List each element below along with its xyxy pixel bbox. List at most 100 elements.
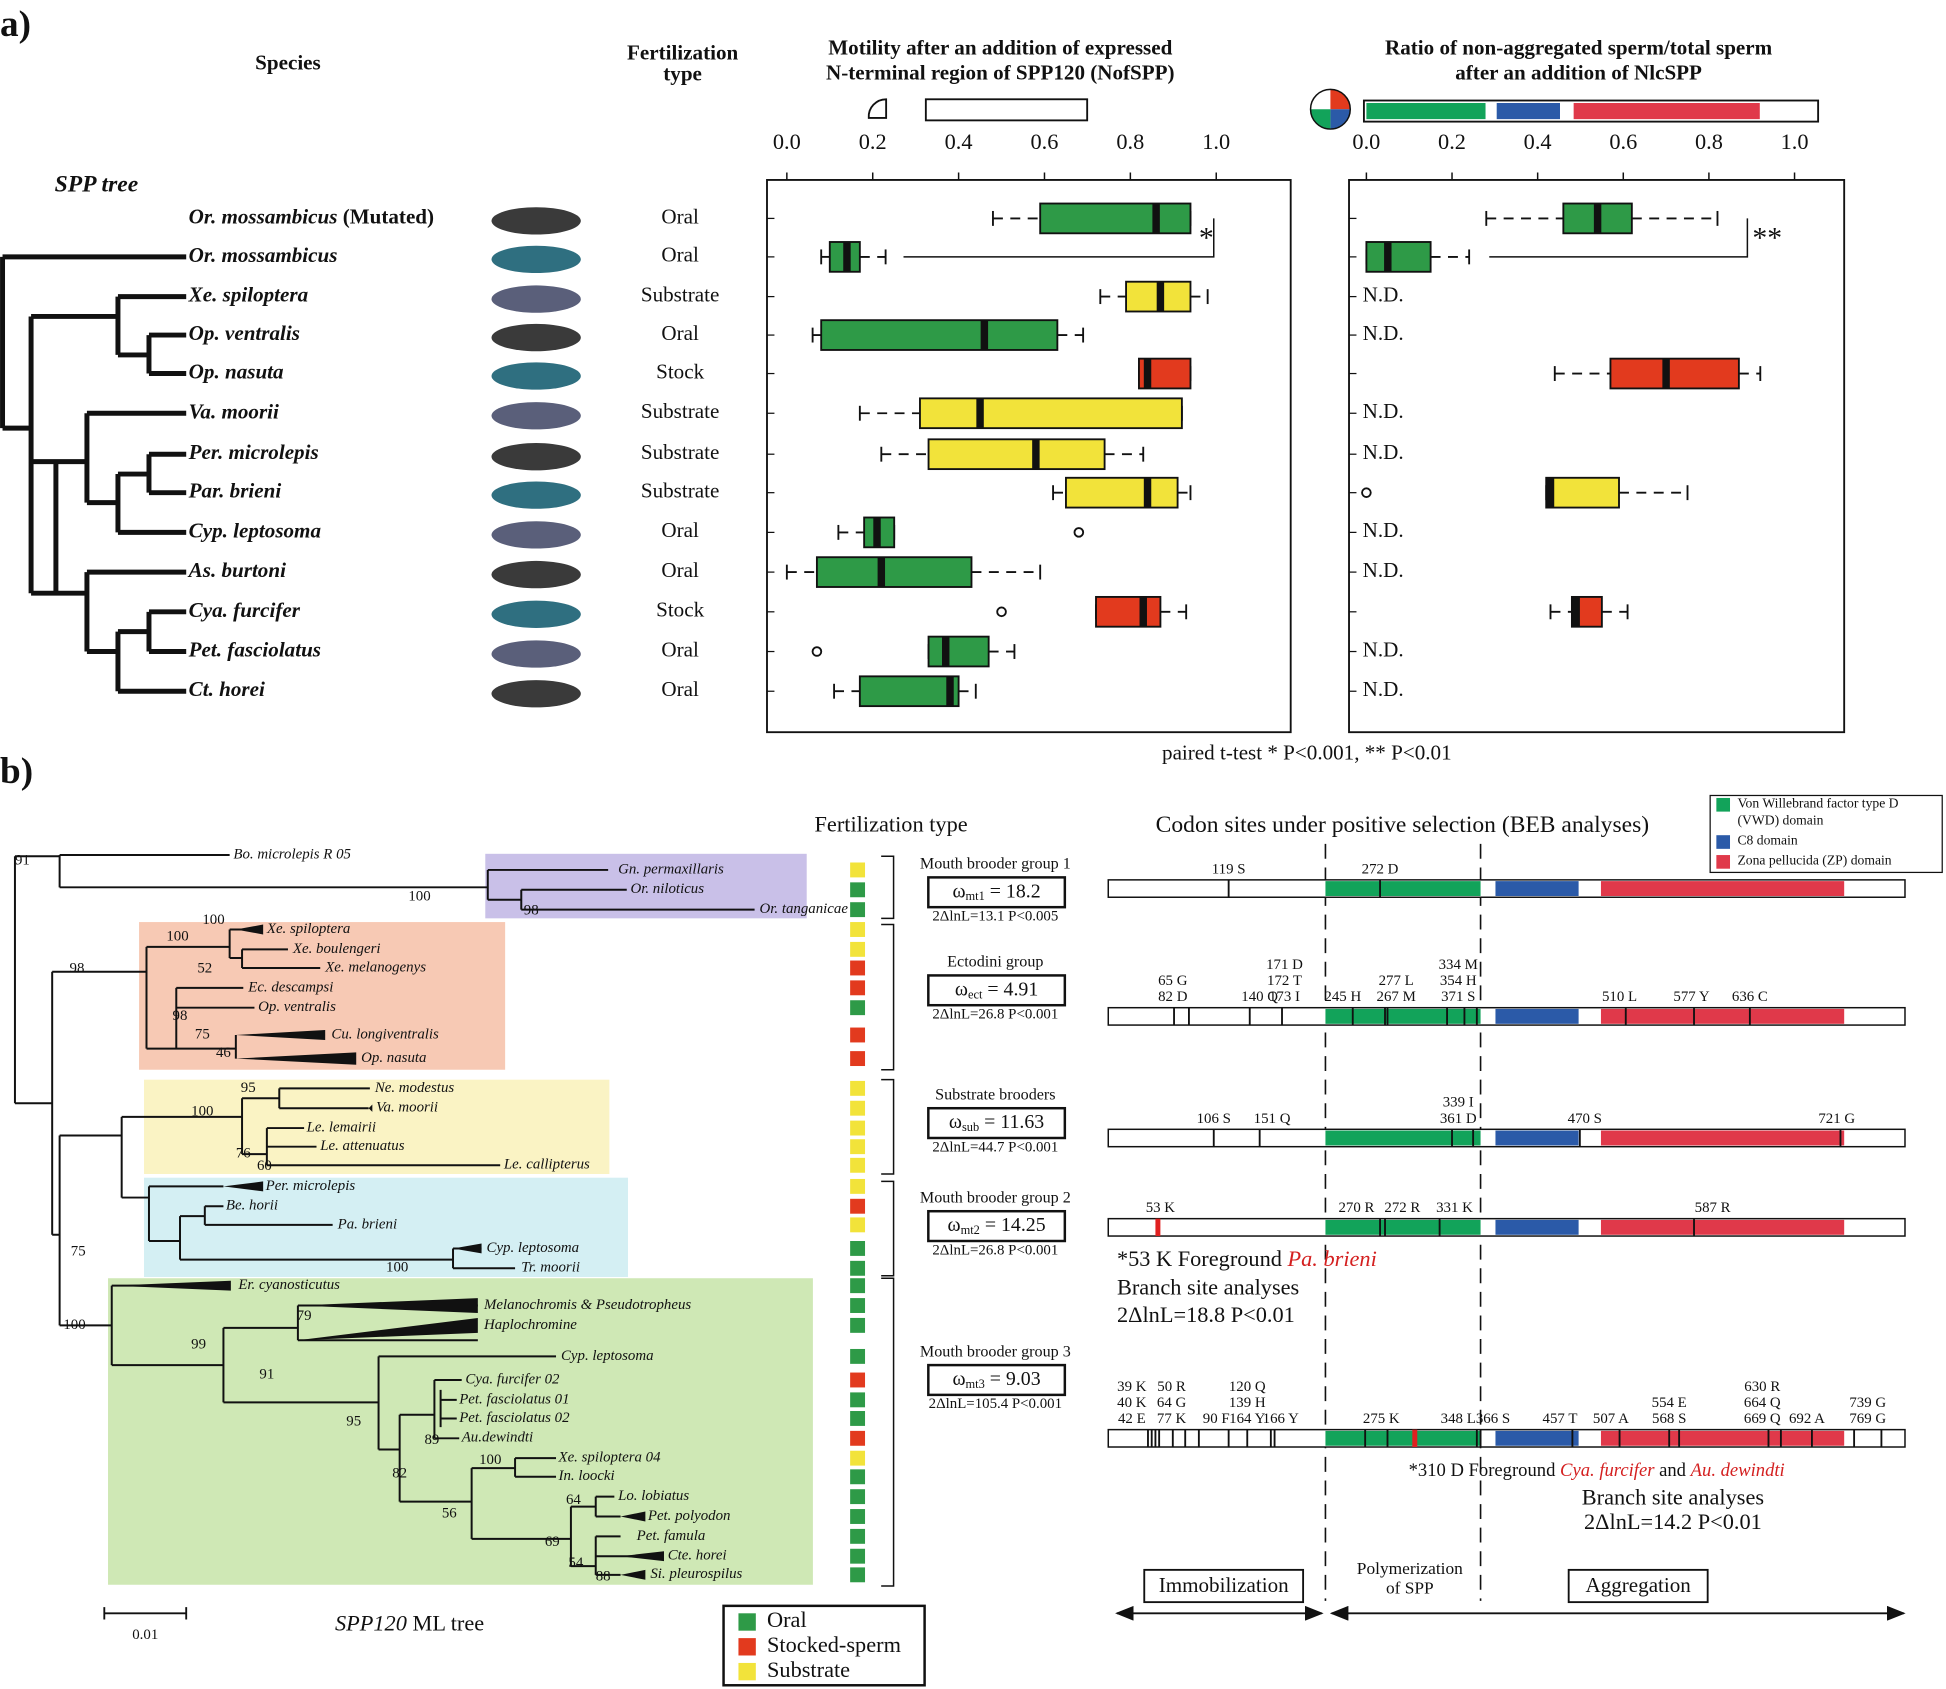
fert-square — [850, 960, 866, 976]
site-label: 65 G — [1158, 973, 1188, 989]
box — [927, 635, 990, 668]
x-tick-label: 0.8 — [1116, 129, 1144, 154]
fish-photo — [491, 245, 581, 274]
tip-label: Xe. melanogenys — [324, 959, 426, 975]
species: Cya. furcifer — [189, 598, 301, 622]
omega-box — [927, 1209, 1067, 1243]
tip-label: Melanochromis & Pseudotropheus — [483, 1297, 691, 1313]
site-label: 554 E — [1652, 1395, 1687, 1411]
zp-domain — [1600, 1430, 1845, 1446]
zp-domain — [1600, 1008, 1845, 1024]
bootstrap: 76 — [236, 1146, 251, 1162]
tip-label: Er. cyanosticutus — [237, 1277, 340, 1293]
outlier — [1361, 487, 1372, 498]
fish-photo — [491, 640, 581, 668]
domain-legend-box — [1709, 794, 1943, 874]
tip-label: Cyp. leptosoma — [487, 1240, 580, 1256]
box-plot — [1549, 595, 1629, 628]
bootstrap: 64 — [566, 1492, 581, 1508]
fert-square — [850, 1548, 866, 1564]
box — [815, 556, 973, 588]
bootstrap: 54 — [568, 1555, 583, 1571]
box-plot — [1365, 241, 1471, 273]
species-name: Per. microlepis — [188, 440, 319, 464]
tip-label: Cyp. leptosoma — [561, 1348, 654, 1364]
fish-photo — [491, 600, 581, 628]
median — [1384, 241, 1392, 272]
omega: ωsub = 11.63 — [949, 1111, 1044, 1134]
fish-photo — [491, 443, 581, 471]
group-stats: 2ΔlnL=13.1 P<0.005 — [932, 909, 1058, 925]
species-name: Va. moorii — [189, 399, 279, 423]
vwd-domain — [1325, 881, 1481, 897]
bootstrap: 100 — [63, 1317, 85, 1333]
box-plot — [785, 556, 1042, 588]
median — [976, 398, 984, 429]
fert-square — [850, 1198, 866, 1214]
header: Fertilization — [627, 40, 738, 64]
fert-square — [850, 1411, 866, 1426]
tree-title: SPP120 ML tree — [335, 1611, 484, 1636]
site-label: 272 D — [1362, 861, 1399, 877]
fert-square — [850, 882, 866, 898]
group-title: Mouth brooder group 2 — [920, 1190, 1071, 1207]
ratio-pie — [1309, 88, 1352, 130]
median — [1143, 477, 1152, 508]
box-plot — [858, 397, 1183, 430]
box-plot — [996, 595, 1188, 628]
fert-square — [850, 1240, 866, 1256]
x-tick-label: 0.8 — [1695, 129, 1723, 154]
tip-label: Haplochromine — [483, 1317, 577, 1333]
not-determined: N.D. — [1363, 677, 1404, 701]
x-tick-label: 1.0 — [1781, 129, 1809, 154]
note: 2ΔlnL=14.2 P<0.01 — [1584, 1509, 1762, 1534]
legend-label: Von Willebrand factor type D — [1737, 795, 1898, 810]
tip-label: Cu. longiventralis — [331, 1026, 439, 1042]
bootstrap: 95 — [241, 1080, 256, 1096]
species-name: Or. mossambicus — [189, 243, 338, 267]
polymerization: of SPP — [1386, 1579, 1434, 1598]
fert-square — [850, 1051, 866, 1067]
omega-box — [927, 974, 1067, 1007]
fertilization: Oral — [661, 204, 699, 228]
fish-photo — [491, 207, 581, 235]
site-label: 172 T — [1267, 973, 1302, 989]
bootstrap: 46 — [216, 1045, 231, 1061]
omega: ωmt2 = 14.25 — [948, 1214, 1046, 1237]
spp-tree — [0, 254, 187, 694]
tip-label: Au.dewindti — [461, 1430, 533, 1446]
c8-domain — [1495, 1219, 1579, 1235]
omega-sub: mt2 — [961, 1223, 980, 1237]
note: *53 K Foreground Pa. brieni — [1117, 1246, 1377, 1271]
tip-label: Le. callipterus — [503, 1157, 590, 1173]
site-label: 166 Y — [1263, 1411, 1299, 1427]
aggregation: Aggregation — [1585, 1573, 1691, 1597]
fish-photo — [491, 521, 581, 549]
tip-label: Or. tanganicae — [760, 901, 849, 917]
box-plot — [833, 675, 977, 708]
box — [1095, 595, 1162, 628]
box — [1609, 357, 1740, 390]
fertilization: Oral — [661, 637, 699, 661]
fert-square — [850, 1120, 866, 1136]
tip-label: Pet. polyodon — [647, 1508, 731, 1524]
bootstrap: 52 — [197, 961, 212, 977]
species: Xe. spiloptera — [188, 282, 309, 306]
omega-sub: ect — [968, 987, 983, 1001]
tip-label: Tr. moorii — [521, 1260, 580, 1276]
bootstrap: 89 — [424, 1432, 439, 1448]
fertilization: Oral — [661, 677, 699, 701]
site-label: 334 M — [1439, 957, 1478, 973]
note: *310 D Foreground Cya. furcifer and Au. … — [1409, 1460, 1785, 1481]
fertilization: Oral — [661, 518, 699, 542]
group-title: Substrate brooders — [935, 1087, 1055, 1104]
fertilization: Substrate — [641, 282, 719, 306]
bootstrap: 100 — [386, 1260, 408, 1276]
aggregation-box — [1567, 1568, 1709, 1604]
tree-title-rest: ML tree — [412, 1611, 484, 1636]
x-tick-label: 0.4 — [945, 129, 973, 154]
scale-label: 0.01 — [132, 1627, 158, 1643]
fish-photo — [491, 285, 581, 313]
tip-label: Va. moorii — [376, 1100, 438, 1116]
